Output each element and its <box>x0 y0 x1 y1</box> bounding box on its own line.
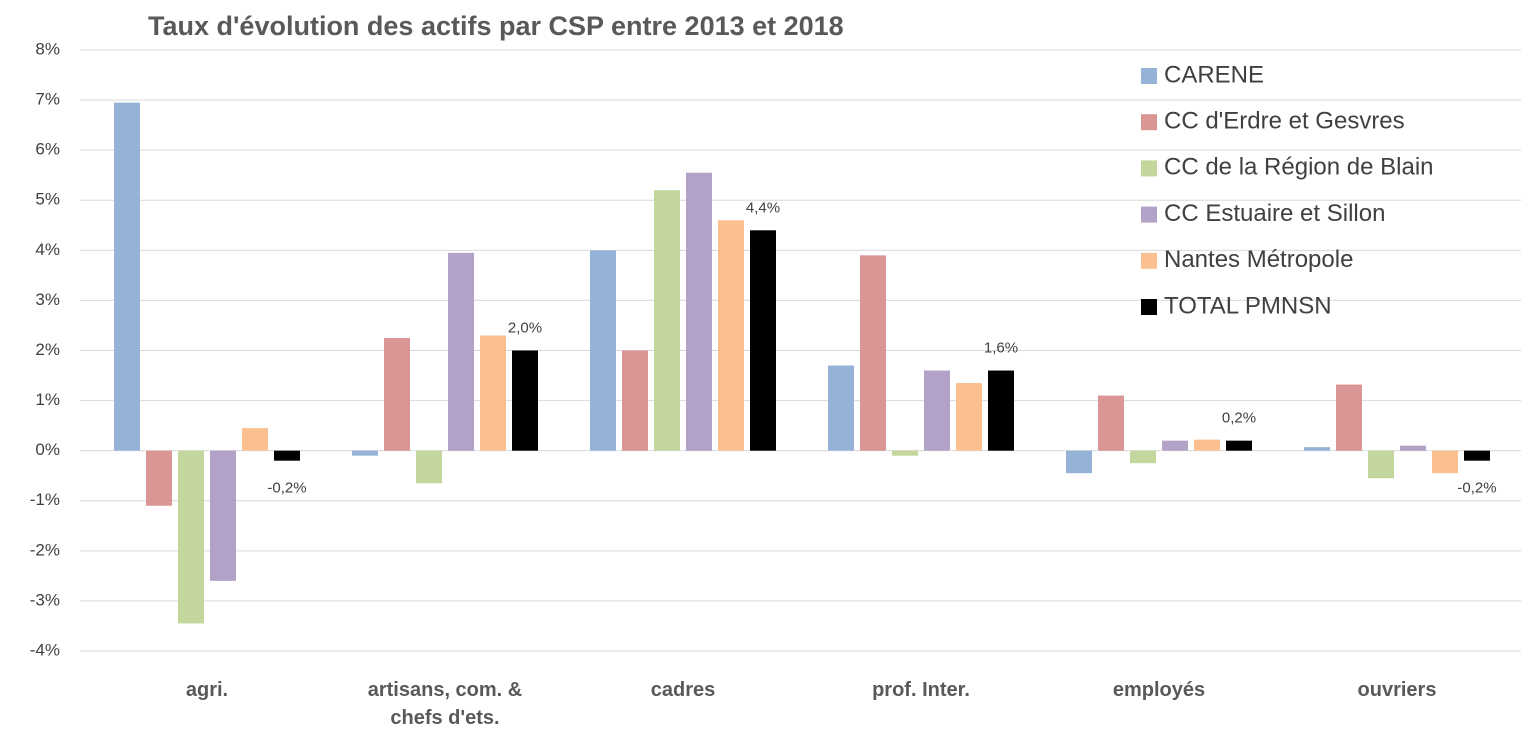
data-label: 1,6% <box>984 340 1018 357</box>
x-tick-label: agri. <box>185 679 229 701</box>
y-tick-label: 8% <box>35 39 60 58</box>
bar <box>654 190 680 451</box>
bar <box>956 383 982 451</box>
legend-swatch <box>1141 114 1157 131</box>
bar <box>1162 440 1188 451</box>
bar <box>210 450 236 581</box>
bar <box>178 450 204 624</box>
bar <box>1098 395 1124 451</box>
bar <box>512 350 538 451</box>
data-label: 4,4% <box>746 199 780 216</box>
bar <box>718 220 744 451</box>
legend-label: CC de la Région de Blain <box>1164 154 1434 181</box>
y-tick-label: 6% <box>35 140 60 159</box>
bar <box>622 350 648 451</box>
y-tick-label: 1% <box>35 390 60 409</box>
bar <box>384 337 410 451</box>
bar <box>860 255 886 451</box>
x-tick-label: artisans, com. & chefs d'ets. <box>367 679 523 729</box>
bar <box>1336 384 1362 451</box>
bar <box>988 370 1014 451</box>
bar <box>416 450 442 484</box>
y-tick-label: 5% <box>35 190 60 209</box>
legend-label: CC d'Erdre et Gesvres <box>1164 108 1405 135</box>
legend-swatch <box>1141 160 1157 177</box>
bar <box>924 370 950 451</box>
bar <box>448 252 474 451</box>
bar <box>274 450 300 461</box>
bar <box>1400 445 1426 451</box>
y-tick-label: -2% <box>30 540 60 559</box>
bar <box>1226 440 1252 451</box>
data-label: 2,0% <box>508 319 542 336</box>
bar <box>1368 450 1394 479</box>
legend-swatch <box>1141 299 1157 315</box>
legend-swatch <box>1141 68 1157 84</box>
bar <box>750 230 776 451</box>
bar <box>114 102 140 451</box>
bar <box>1066 450 1092 474</box>
bar <box>828 365 854 451</box>
y-tick-label: -1% <box>30 490 60 509</box>
x-tick-label: cadres <box>650 679 716 701</box>
data-label: 0,2% <box>1222 410 1256 427</box>
bar <box>480 335 506 451</box>
bar <box>1130 450 1156 464</box>
legend-label: Nantes Métropole <box>1164 246 1353 273</box>
bar <box>242 428 268 451</box>
y-tick-label: 3% <box>35 290 60 309</box>
bar <box>590 250 616 451</box>
y-tick-label: 0% <box>35 440 60 459</box>
y-tick-label: 4% <box>35 240 60 259</box>
bar <box>1464 450 1490 461</box>
legend-swatch <box>1141 252 1157 269</box>
bar <box>352 450 378 456</box>
data-label: -0,2% <box>267 480 306 497</box>
bar <box>1194 439 1220 451</box>
bar <box>892 450 918 456</box>
bar <box>1432 450 1458 474</box>
legend-label: CC Estuaire et Sillon <box>1164 200 1385 227</box>
x-tick-label: prof. Inter. <box>872 679 970 701</box>
y-tick-label: -4% <box>30 640 60 659</box>
bar <box>1304 447 1330 451</box>
legend-label: CARENE <box>1164 61 1264 88</box>
data-label: -0,2% <box>1457 480 1496 497</box>
bar <box>686 172 712 451</box>
chart-title: Taux d'évolution des actifs par CSP entr… <box>148 11 844 41</box>
legend-swatch <box>1141 206 1157 223</box>
y-tick-label: -3% <box>30 590 60 609</box>
y-tick-label: 2% <box>35 340 60 359</box>
bar <box>146 450 172 506</box>
y-tick-label: 7% <box>35 90 60 109</box>
legend-label: TOTAL PMNSN <box>1164 292 1332 319</box>
x-tick-label: employés <box>1112 679 1206 701</box>
x-tick-label: ouvriers <box>1357 679 1437 701</box>
